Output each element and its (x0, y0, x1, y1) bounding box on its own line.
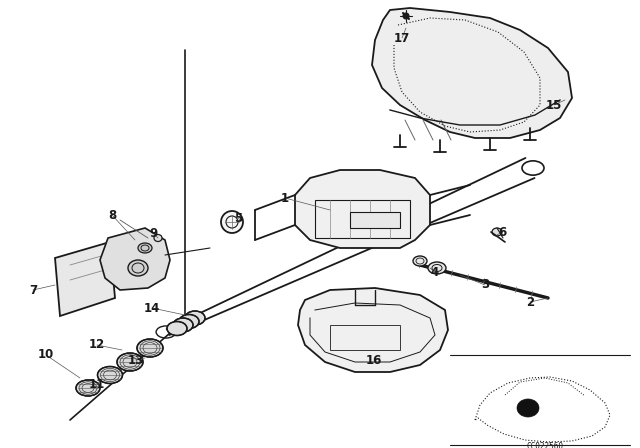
Text: 11: 11 (89, 379, 105, 392)
Ellipse shape (173, 318, 193, 332)
Text: 2: 2 (526, 296, 534, 309)
Text: 3: 3 (481, 279, 489, 292)
Text: CC022560: CC022560 (527, 442, 563, 448)
Text: 8: 8 (108, 208, 116, 221)
Text: 4: 4 (431, 266, 439, 279)
Ellipse shape (492, 228, 502, 236)
Ellipse shape (403, 13, 409, 19)
Ellipse shape (179, 314, 199, 328)
Text: 15: 15 (546, 99, 562, 112)
Ellipse shape (517, 399, 539, 417)
Text: 1: 1 (281, 191, 289, 204)
Polygon shape (55, 242, 115, 316)
Polygon shape (100, 228, 170, 290)
Ellipse shape (137, 339, 163, 357)
Ellipse shape (128, 260, 148, 276)
Text: 9: 9 (149, 227, 157, 240)
Ellipse shape (97, 366, 122, 383)
Ellipse shape (76, 380, 100, 396)
Ellipse shape (154, 234, 162, 241)
Polygon shape (350, 212, 400, 228)
Ellipse shape (117, 353, 143, 371)
Polygon shape (295, 170, 430, 248)
Text: 6: 6 (498, 225, 506, 238)
Text: 16: 16 (366, 353, 382, 366)
Ellipse shape (138, 243, 152, 253)
Text: 5: 5 (234, 211, 242, 224)
Ellipse shape (185, 311, 205, 325)
Text: 14: 14 (144, 302, 160, 314)
Ellipse shape (167, 322, 187, 336)
Polygon shape (372, 8, 572, 138)
Text: 17: 17 (394, 31, 410, 44)
Text: 7: 7 (29, 284, 37, 297)
Text: 13: 13 (128, 353, 144, 366)
Ellipse shape (428, 262, 446, 274)
Ellipse shape (413, 256, 427, 266)
Polygon shape (298, 288, 448, 372)
Text: 12: 12 (89, 339, 105, 352)
Ellipse shape (221, 211, 243, 233)
Text: 10: 10 (38, 349, 54, 362)
